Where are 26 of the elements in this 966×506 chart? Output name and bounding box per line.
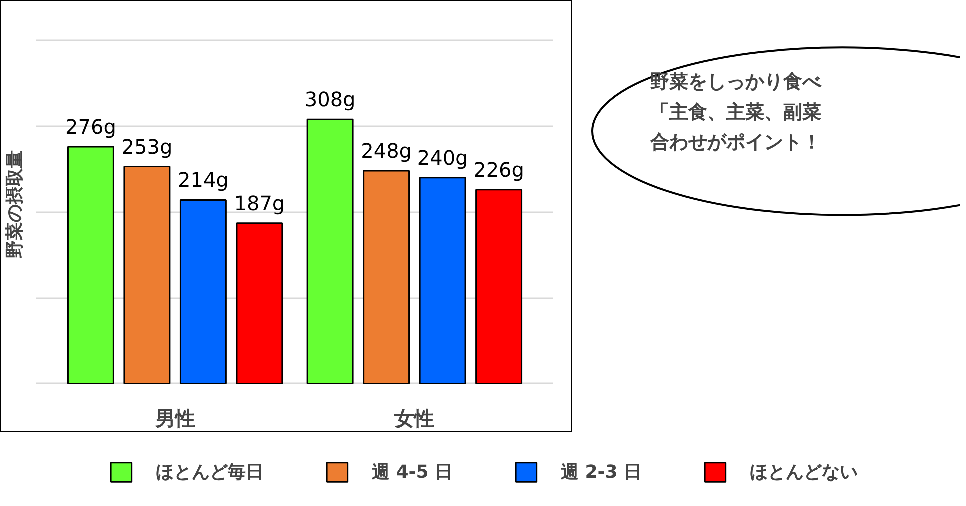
data-label: 248g: [361, 139, 412, 164]
data-label: 240g: [417, 146, 468, 170]
bar: [180, 199, 227, 385]
data-label: 276g: [66, 115, 116, 140]
x-tick-label: 男性: [154, 406, 196, 430]
legend-label: ほとんどない: [750, 461, 858, 484]
data-label: 187g: [234, 191, 286, 216]
text: 合わせがポイント！: [650, 131, 822, 154]
legend-label: 週 2-3 日: [561, 461, 642, 484]
legend-label: 週 4-5 日: [372, 461, 453, 484]
bar: [67, 146, 114, 385]
bar: [236, 222, 284, 385]
bar: [124, 166, 171, 385]
data-label: 253g: [122, 134, 173, 159]
bar: [476, 189, 523, 385]
bar: [363, 170, 410, 385]
text: 野菜をしっかり食べ: [650, 71, 822, 94]
bar: [306, 118, 354, 385]
data-label: 226g: [474, 158, 524, 182]
bar: [419, 177, 466, 385]
legend-label: ほとんど毎日: [156, 461, 264, 484]
x-tick-label: 女性: [394, 406, 435, 430]
text: 「主食、主菜、副菜: [650, 101, 822, 124]
y-axis-title: 野菜の摂取量: [4, 150, 26, 258]
data-label: 214g: [178, 168, 229, 192]
data-label: 308g: [304, 88, 356, 112]
